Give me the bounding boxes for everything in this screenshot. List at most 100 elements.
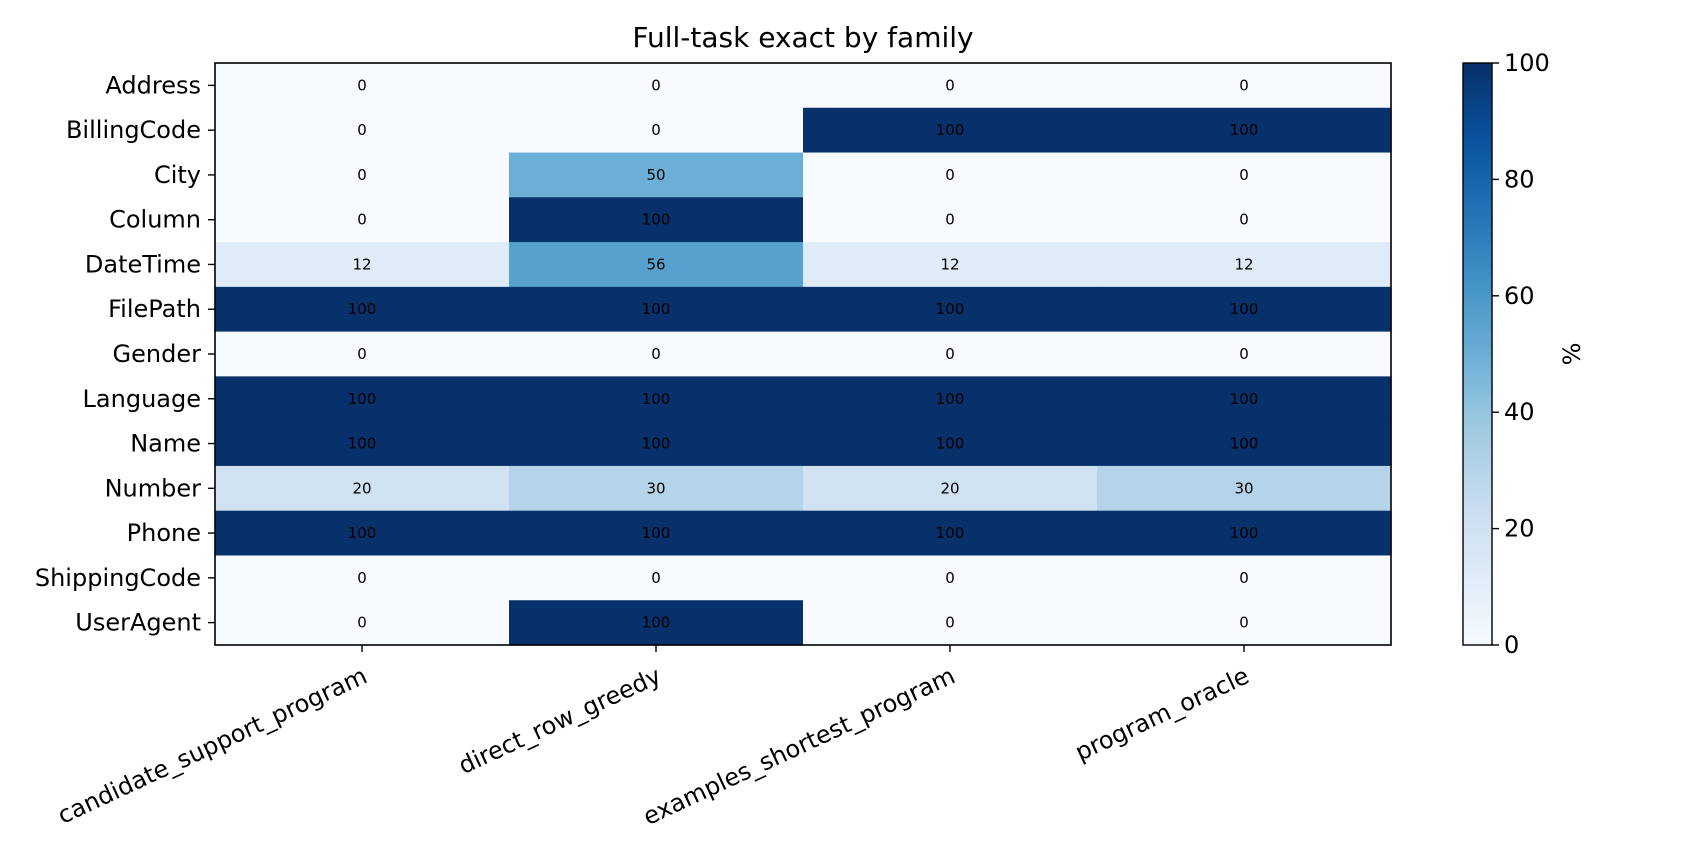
cell-value-label: 0 <box>357 211 367 229</box>
cell-value-label: 100 <box>642 300 671 318</box>
cell-value-label: 0 <box>651 121 661 139</box>
cell-column-direct-row-greedy <box>509 197 804 243</box>
cell-value-label: 56 <box>646 255 665 273</box>
cell-phone-direct-row-greedy <box>509 510 804 557</box>
cell-filepath-candidate-support-program <box>215 286 510 333</box>
cell-name-candidate-support-program <box>215 421 510 467</box>
cell-language-examples-shortest-program <box>803 376 1098 422</box>
cell-value-label: 100 <box>1230 435 1259 453</box>
cell-value-label: 100 <box>348 390 377 408</box>
cell-language-program-oracle <box>1097 376 1392 422</box>
cell-value-label: 100 <box>642 435 671 453</box>
cell-useragent-candidate-support-program <box>215 600 510 646</box>
row-label-phone: Phone <box>127 519 201 547</box>
cell-value-label: 0 <box>357 614 367 632</box>
column-label-program-oracle: program_oracle <box>1071 662 1254 767</box>
colorbar-tick-label: 20 <box>1504 515 1535 543</box>
cell-value-label: 100 <box>1230 300 1259 318</box>
cell-value-label: 12 <box>352 255 371 273</box>
row-labels: Address BillingCode City Column DateTime File… <box>35 71 215 637</box>
cell-name-direct-row-greedy <box>509 421 804 467</box>
cell-value-label: 100 <box>936 524 965 542</box>
cell-value-label: 0 <box>945 614 955 632</box>
cell-value-label: 100 <box>936 300 965 318</box>
colorbar-tick-label: 40 <box>1504 398 1535 426</box>
cell-datetime-candidate-support-program <box>215 242 510 288</box>
cell-value-label: 0 <box>1239 345 1249 363</box>
cell-value-label: 0 <box>357 76 367 94</box>
cell-city-direct-row-greedy <box>509 152 804 198</box>
cell-value-label: 100 <box>936 435 965 453</box>
cell-value-label: 100 <box>1230 121 1259 139</box>
row-label-billingcode: BillingCode <box>66 116 201 144</box>
cell-address-direct-row-greedy <box>509 63 804 109</box>
cell-phone-candidate-support-program <box>215 510 510 557</box>
cell-language-candidate-support-program <box>215 376 510 422</box>
cell-useragent-examples-shortest-program <box>803 600 1098 646</box>
cell-column-program-oracle <box>1097 197 1392 243</box>
cell-filepath-examples-shortest-program <box>803 286 1098 333</box>
cell-value-label: 0 <box>1239 166 1249 184</box>
row-label-name: Name <box>130 430 201 458</box>
cell-value-label: 100 <box>642 614 671 632</box>
cell-useragent-direct-row-greedy <box>509 600 804 646</box>
cell-value-label: 0 <box>651 345 661 363</box>
column-label-candidate-support-program: candidate_support_program <box>53 662 371 830</box>
cell-value-label: 0 <box>357 345 367 363</box>
cell-value-label: 20 <box>940 479 959 497</box>
column-label-direct-row-greedy: direct_row_greedy <box>454 662 665 780</box>
colorbar-frame <box>1462 62 1493 646</box>
cell-column-candidate-support-program <box>215 197 510 243</box>
cell-shippingcode-candidate-support-program <box>215 555 510 601</box>
cell-gender-examples-shortest-program <box>803 331 1098 377</box>
cell-phone-program-oracle <box>1097 510 1392 557</box>
row-label-useragent: UserAgent <box>75 609 201 637</box>
cell-gender-candidate-support-program <box>215 331 510 377</box>
colorbar: 0 20 40 60 80 100% <box>1462 49 1586 659</box>
cell-value-label: 100 <box>1230 390 1259 408</box>
cell-number-direct-row-greedy <box>509 465 804 512</box>
cell-shippingcode-program-oracle <box>1097 555 1392 601</box>
cell-value-label: 0 <box>1239 614 1249 632</box>
cell-value-label: 100 <box>642 524 671 542</box>
cell-filepath-program-oracle <box>1097 286 1392 333</box>
cell-value-label: 50 <box>646 166 665 184</box>
cell-value-label: 100 <box>348 524 377 542</box>
cell-datetime-examples-shortest-program <box>803 242 1098 288</box>
cell-city-program-oracle <box>1097 152 1392 198</box>
colorbar-tick-label: 80 <box>1504 165 1535 193</box>
cell-column-examples-shortest-program <box>803 197 1098 243</box>
column-labels: candidate_support_program direct_row_gree… <box>53 645 1253 831</box>
cell-value-label: 0 <box>651 76 661 94</box>
cell-value-label: 0 <box>945 569 955 587</box>
cell-value-label: 20 <box>352 479 371 497</box>
heatmap-cells <box>215 63 1392 646</box>
row-label-gender: Gender <box>113 340 202 368</box>
colorbar-gradient <box>1463 63 1492 645</box>
cell-name-program-oracle <box>1097 421 1392 467</box>
row-label-address: Address <box>105 71 201 99</box>
cell-useragent-program-oracle <box>1097 600 1392 646</box>
colorbar-label: % <box>1558 343 1586 366</box>
cell-datetime-direct-row-greedy <box>509 242 804 288</box>
cell-name-examples-shortest-program <box>803 421 1098 467</box>
colorbar-tick-label: 60 <box>1504 282 1535 310</box>
cell-number-examples-shortest-program <box>803 465 1098 512</box>
heatmap-cell-labels: 0 0 0 0 0 0 100 100 0 50 0 0 0 100 0 0 12 56 12 12 100 100 100… <box>348 76 1259 631</box>
cell-value-label: 0 <box>945 211 955 229</box>
cell-value-label: 100 <box>936 121 965 139</box>
cell-value-label: 12 <box>940 255 959 273</box>
cell-value-label: 0 <box>945 76 955 94</box>
cell-value-label: 0 <box>357 569 367 587</box>
cell-gender-direct-row-greedy <box>509 331 804 377</box>
cell-value-label: 0 <box>1239 76 1249 94</box>
cell-address-examples-shortest-program <box>803 63 1098 109</box>
cell-value-label: 100 <box>348 300 377 318</box>
chart-title: Full-task exact by family <box>632 21 973 54</box>
cell-filepath-direct-row-greedy <box>509 286 804 333</box>
cell-billingcode-candidate-support-program <box>215 107 510 154</box>
row-label-filepath: FilePath <box>108 295 201 323</box>
row-label-number: Number <box>105 474 202 502</box>
column-label-examples-shortest-program: examples_shortest_program <box>639 662 960 831</box>
